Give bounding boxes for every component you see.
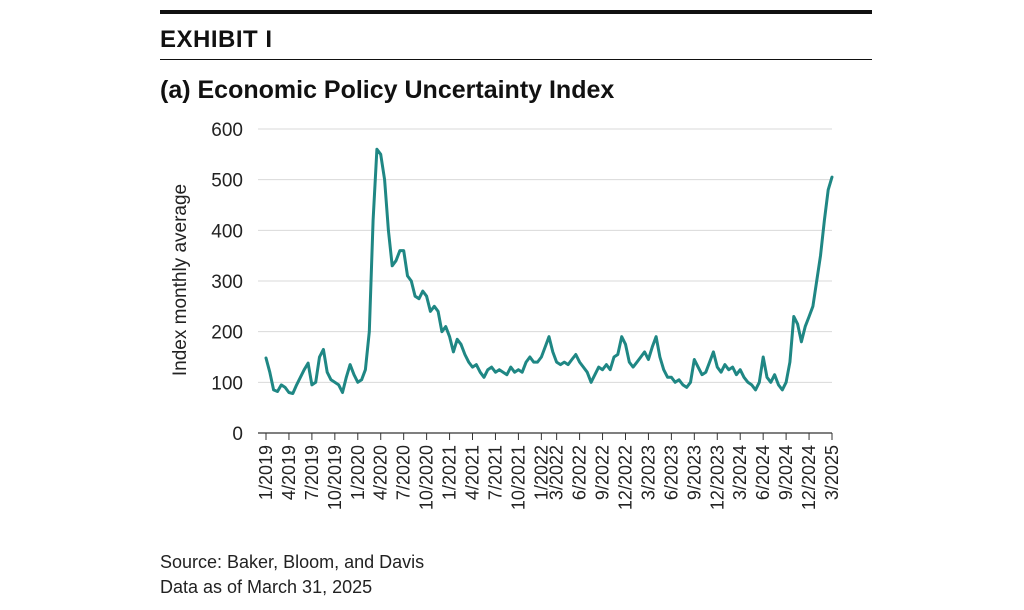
x-tick-label-7-2019: 7/2019: [302, 445, 322, 500]
x-tick-label-7-2021: 7/2021: [485, 445, 505, 500]
y-tick-label-400: 400: [211, 221, 243, 242]
x-tick-label-4-2019: 4/2019: [279, 445, 299, 500]
gridlines: [258, 128, 832, 383]
x-tick-label-10-2019: 10/2019: [325, 445, 345, 510]
x-tick-label-12-2022: 12/2022: [615, 445, 635, 510]
top-rule: [160, 10, 872, 14]
exhibit-label: EXHIBIT I: [160, 26, 273, 53]
x-tick-label-6-2024: 6/2024: [753, 445, 773, 500]
x-tick-label-3-2022: 3/2022: [547, 445, 567, 500]
series-layer: [264, 147, 834, 395]
series-line-0: [264, 147, 834, 395]
x-tick-label-3-2023: 3/2023: [638, 445, 658, 500]
x-tick-label-1-2021: 1/2021: [440, 445, 460, 500]
x-tick-label-10-2020: 10/2020: [417, 445, 437, 510]
y-axis: 0 100 200 300 400 500 600: [211, 120, 243, 445]
x-tick-label-9-2022: 9/2022: [593, 445, 613, 500]
x-tick-label-12-2023: 12/2023: [707, 445, 727, 510]
x-axis: 1/2019 4/2019 7/2019 10/2019 1/2020 4/2020 7/2…: [256, 432, 842, 510]
x-tick-label-10-2021: 10/2021: [508, 445, 528, 510]
y-tick-label-600: 600: [211, 120, 243, 141]
x-tick-label-1-2019: 1/2019: [256, 445, 276, 500]
y-tick-label-300: 300: [211, 272, 243, 293]
source-note: Source: Baker, Bloom, and Davis: [160, 552, 425, 572]
y-tick-label-200: 200: [211, 323, 243, 344]
x-tick-label-3-2024: 3/2024: [730, 445, 750, 500]
x-tick-label-12-2024: 12/2024: [799, 445, 819, 510]
x-tick-label-6-2023: 6/2023: [661, 445, 681, 500]
x-tick-label-4-2021: 4/2021: [463, 445, 483, 500]
y-tick-label-500: 500: [211, 171, 243, 192]
y-tick-label-100: 100: [211, 373, 243, 394]
x-tick-label-6-2022: 6/2022: [570, 445, 590, 500]
x-tick-label-9-2024: 9/2024: [776, 445, 796, 500]
x-tick-label-4-2020: 4/2020: [371, 445, 391, 500]
x-tick-label-1-2022: 1/2022: [531, 445, 551, 500]
x-tick-label-9-2023: 9/2023: [684, 445, 704, 500]
x-tick-label-3-2025: 3/2025: [822, 445, 842, 500]
x-tick-label-7-2020: 7/2020: [394, 445, 414, 500]
y-tick-label-0: 0: [232, 424, 243, 445]
title-rule: [160, 59, 872, 60]
x-tick-label-1-2020: 1/2020: [348, 445, 368, 500]
chart-title: (a) Economic Policy Uncertainty Index: [160, 76, 615, 104]
y-axis-label: Index monthly average: [170, 184, 191, 376]
data-date-note: Data as of March 31, 2025: [160, 577, 373, 597]
